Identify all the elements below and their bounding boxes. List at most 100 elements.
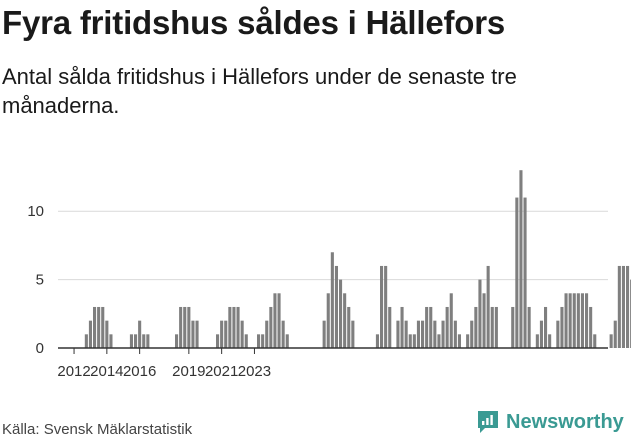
bar	[228, 306, 232, 348]
bar	[101, 306, 105, 348]
bar	[576, 293, 580, 348]
newsworthy-icon	[478, 411, 498, 433]
bar	[273, 293, 277, 348]
bar	[560, 306, 564, 348]
bar	[88, 320, 92, 348]
bar	[515, 197, 519, 348]
bar	[236, 306, 240, 348]
chart-title: Fyra fritidshus såldes i Hällefors	[2, 4, 506, 41]
bar	[535, 334, 539, 348]
bar	[244, 334, 248, 348]
bar	[343, 293, 347, 348]
bar	[412, 334, 416, 348]
bar	[281, 320, 285, 348]
bar	[396, 320, 400, 348]
y-tick-label: 0	[36, 340, 44, 357]
bar	[351, 320, 355, 348]
bar	[494, 306, 498, 348]
bar	[425, 306, 429, 348]
bar	[220, 320, 224, 348]
bar	[322, 320, 326, 348]
bar	[589, 306, 593, 348]
bar	[511, 306, 515, 348]
newsworthy-logo: Newsworthy	[476, 408, 624, 436]
bar	[478, 279, 482, 348]
bar	[613, 320, 617, 348]
bar	[142, 334, 146, 348]
bar	[339, 279, 343, 348]
bar	[400, 306, 404, 348]
bar	[433, 320, 437, 348]
bar	[544, 306, 548, 348]
bar	[380, 265, 384, 348]
bar	[257, 334, 261, 348]
bar	[626, 265, 630, 348]
bar	[564, 293, 568, 348]
bar	[548, 334, 552, 348]
bar	[388, 306, 392, 348]
x-tick-label: 2014	[90, 363, 123, 380]
bar	[556, 320, 560, 348]
x-tick-label: 2021	[205, 363, 238, 380]
bar	[146, 334, 150, 348]
brand-name: Newsworthy	[506, 410, 624, 433]
bar	[240, 320, 244, 348]
bar	[482, 293, 486, 348]
bar	[347, 306, 351, 348]
chart-subtitle: Antal sålda fritidshus i Hällefors under…	[2, 64, 517, 118]
bar	[232, 306, 236, 348]
bar	[523, 197, 527, 348]
bar	[134, 334, 138, 348]
bar	[330, 252, 334, 348]
bar	[474, 306, 478, 348]
x-tick-label: 2023	[238, 363, 271, 380]
bar	[384, 265, 388, 348]
x-tick-label: 2016	[123, 363, 156, 380]
bar	[224, 320, 228, 348]
bar	[175, 334, 179, 348]
bar	[519, 170, 523, 348]
bar	[138, 320, 142, 348]
bar	[191, 320, 195, 348]
bar	[429, 306, 433, 348]
bar-chart: 05102012201420162019202120234	[27, 170, 631, 380]
bar	[129, 334, 133, 348]
bar	[408, 334, 412, 348]
bar	[470, 320, 474, 348]
bar	[416, 320, 420, 348]
bar	[109, 334, 113, 348]
bar	[437, 334, 441, 348]
bar	[105, 320, 109, 348]
bar	[568, 293, 572, 348]
bar	[183, 306, 187, 348]
bar	[527, 306, 531, 348]
bar	[375, 334, 379, 348]
bar	[441, 320, 445, 348]
bar	[97, 306, 101, 348]
bar	[453, 320, 457, 348]
bar	[585, 293, 589, 348]
bar	[404, 320, 408, 348]
source-note: Källa: Svensk Mäklarstatistik	[2, 421, 193, 438]
bar	[334, 265, 338, 348]
bar	[216, 334, 220, 348]
bar	[277, 293, 281, 348]
bar	[539, 320, 543, 348]
bar	[421, 320, 425, 348]
bar	[265, 320, 269, 348]
bar	[572, 293, 576, 348]
bar	[261, 334, 265, 348]
bar	[285, 334, 289, 348]
bar	[490, 306, 494, 348]
x-tick-label: 2012	[57, 363, 90, 380]
bar	[93, 306, 97, 348]
bar	[486, 265, 490, 348]
bar	[593, 334, 597, 348]
bar	[609, 334, 613, 348]
bar	[617, 265, 621, 348]
bar	[269, 306, 273, 348]
bar	[621, 265, 625, 348]
bar	[84, 334, 88, 348]
bar	[326, 293, 330, 348]
y-tick-label: 5	[36, 272, 44, 289]
